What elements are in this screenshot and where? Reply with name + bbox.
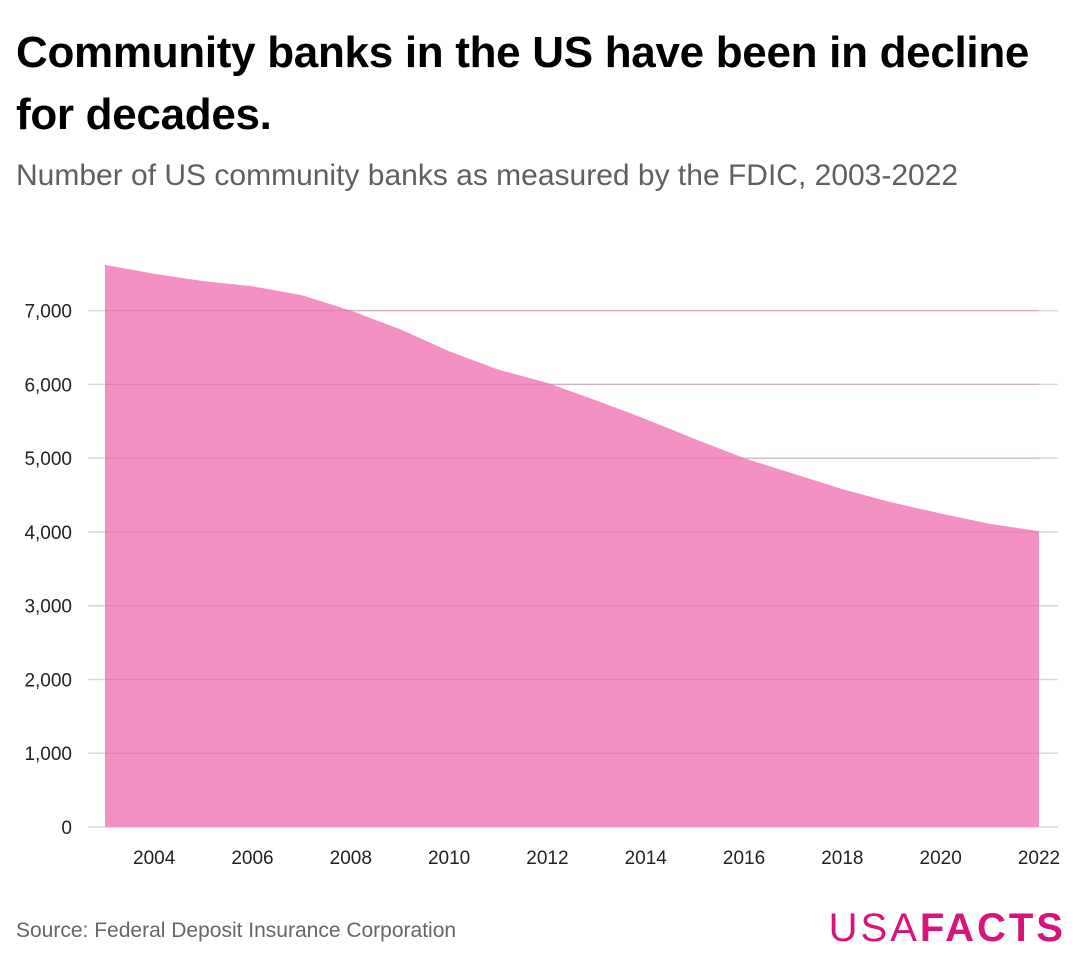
data-point-2004 xyxy=(151,271,157,277)
data-point-2018 xyxy=(839,486,845,492)
x-tick-label-3: 2010 xyxy=(428,848,470,869)
x-tick-label-1: 2006 xyxy=(231,848,273,869)
data-point-2012 xyxy=(544,380,550,386)
data-point-2007 xyxy=(299,292,305,298)
logo-text-light: USA xyxy=(828,906,920,950)
y-tick-label-3: 3,000 xyxy=(24,597,72,618)
data-point-2021 xyxy=(987,521,993,527)
x-tick-label-0: 2004 xyxy=(133,848,176,869)
x-tick-label-8: 2020 xyxy=(920,848,962,869)
x-tick-label-5: 2014 xyxy=(625,848,668,869)
y-tick-label-0: 0 xyxy=(61,818,72,839)
data-point-2009 xyxy=(397,326,403,332)
y-tick-label-2: 2,000 xyxy=(24,670,72,691)
y-tick-label-5: 5,000 xyxy=(24,449,72,470)
x-tick-label-6: 2016 xyxy=(723,848,765,869)
y-tick-label-7: 7,000 xyxy=(24,302,72,323)
data-point-2013 xyxy=(594,398,600,404)
data-point-2005 xyxy=(200,278,206,284)
area-fill xyxy=(105,264,1039,827)
x-tick-label-4: 2012 xyxy=(526,848,568,869)
data-point-2020 xyxy=(938,510,944,516)
area-series xyxy=(102,262,1042,827)
y-tick-label-1: 1,000 xyxy=(24,744,72,765)
x-tick-label-9: 2022 xyxy=(1018,848,1060,869)
x-tick-label-2: 2008 xyxy=(330,848,372,869)
data-point-2003 xyxy=(102,262,108,268)
logo-text-bold: FACTS xyxy=(919,906,1066,950)
y-axis: 0 1,000 2,000 3,000 4,000 5,000 6,000 7,000 xyxy=(24,302,72,839)
data-point-2006 xyxy=(249,283,255,289)
data-point-2015 xyxy=(692,436,698,442)
chart-subtitle: Number of US community banks as measured… xyxy=(16,159,959,192)
data-point-2010 xyxy=(446,348,452,354)
gridlines-overlay xyxy=(105,310,1039,754)
chart-title: Community banks in the US have been in d… xyxy=(16,28,1030,139)
data-point-2017 xyxy=(790,471,796,477)
usafacts-logo[interactable]: USAFACTS xyxy=(829,905,1066,951)
data-point-2022 xyxy=(1036,528,1042,534)
x-axis: 2004 2006 2008 2010 2012 2014 2016 2018 2020 2022 xyxy=(133,848,1060,869)
data-point-2019 xyxy=(889,499,895,505)
source-note: Source: Federal Deposit Insurance Corpor… xyxy=(16,919,457,942)
data-point-2011 xyxy=(495,367,501,373)
data-point-2014 xyxy=(643,416,649,422)
x-tick-label-7: 2018 xyxy=(821,848,863,869)
y-tick-label-4: 4,000 xyxy=(24,523,72,544)
y-tick-label-6: 6,000 xyxy=(24,375,72,396)
